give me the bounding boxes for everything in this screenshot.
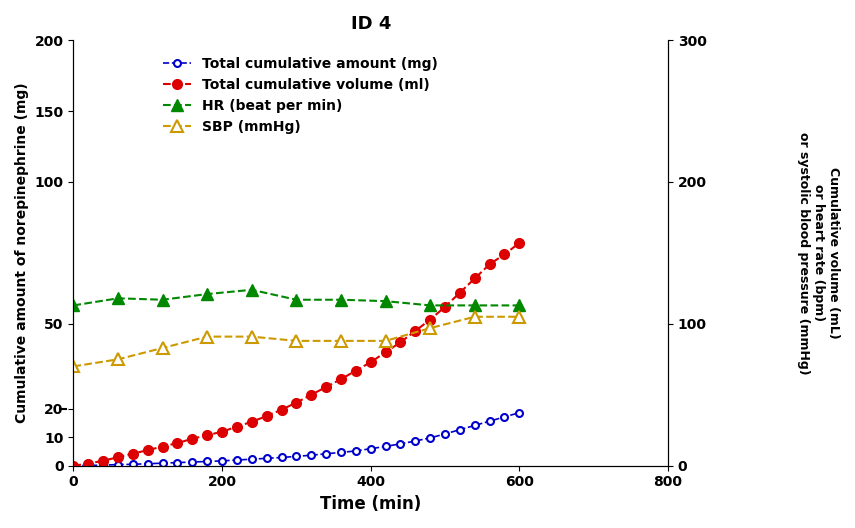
Total cumulative amount (mg): [321, 450, 331, 457]
Total cumulative volume (ml): [351, 367, 361, 374]
Total cumulative volume (ml): [157, 444, 168, 450]
X-axis label: Time (min): Time (min): [320, 495, 422, 513]
Total cumulative amount (mg): [127, 461, 138, 467]
SBP (mmHg): [246, 334, 256, 340]
Total cumulative amount (mg): [113, 461, 123, 468]
Total cumulative amount (mg): [380, 443, 391, 449]
Total cumulative volume (ml): [246, 419, 256, 425]
Total cumulative volume (ml): [395, 339, 405, 345]
Y-axis label: Cumulative amount of norepinephrine (mg): Cumulative amount of norepinephrine (mg): [15, 82, 29, 423]
HR (beat per min): [425, 302, 435, 308]
HR (beat per min): [202, 291, 212, 297]
Total cumulative amount (mg): [425, 435, 435, 441]
Title: ID 4: ID 4: [351, 15, 391, 33]
Total cumulative amount (mg): [157, 460, 168, 466]
Total cumulative volume (ml): [410, 328, 421, 334]
Total cumulative volume (ml): [173, 440, 183, 446]
Total cumulative amount (mg): [306, 452, 316, 458]
Total cumulative amount (mg): [455, 427, 465, 433]
Total cumulative amount (mg): [469, 422, 480, 429]
Total cumulative amount (mg): [68, 463, 79, 469]
Line: SBP (mmHg): SBP (mmHg): [68, 311, 525, 372]
Total cumulative volume (ml): [187, 436, 198, 442]
SBP (mmHg): [202, 334, 212, 340]
Line: Total cumulative amount (mg): Total cumulative amount (mg): [70, 409, 522, 469]
Total cumulative volume (ml): [276, 407, 286, 413]
SBP (mmHg): [68, 363, 79, 370]
Total cumulative amount (mg): [514, 410, 524, 416]
Line: Total cumulative volume (ml): Total cumulative volume (ml): [68, 238, 524, 470]
Total cumulative volume (ml): [202, 432, 212, 438]
Total cumulative amount (mg): [83, 463, 93, 469]
SBP (mmHg): [469, 314, 480, 320]
HR (beat per min): [336, 297, 346, 303]
Total cumulative volume (ml): [68, 463, 79, 469]
Total cumulative amount (mg): [262, 455, 272, 461]
Total cumulative volume (ml): [485, 261, 495, 268]
Total cumulative amount (mg): [366, 446, 376, 452]
Total cumulative amount (mg): [292, 453, 302, 459]
Total cumulative volume (ml): [321, 384, 331, 390]
Total cumulative volume (ml): [306, 392, 316, 398]
Total cumulative volume (ml): [262, 413, 272, 419]
Y-axis label: Cumulative volume (mL)
or heart rate (bpm)
or systolic blood pressure (mmHg): Cumulative volume (mL) or heart rate (bp…: [797, 131, 840, 374]
SBP (mmHg): [157, 345, 168, 351]
HR (beat per min): [514, 302, 524, 308]
HR (beat per min): [380, 298, 391, 304]
Total cumulative volume (ml): [439, 304, 450, 310]
Total cumulative amount (mg): [98, 462, 109, 468]
Total cumulative amount (mg): [202, 458, 212, 465]
Total cumulative volume (ml): [83, 460, 93, 467]
HR (beat per min): [292, 297, 302, 303]
SBP (mmHg): [113, 356, 123, 363]
Total cumulative volume (ml): [292, 399, 302, 406]
Total cumulative amount (mg): [485, 418, 495, 425]
Total cumulative volume (ml): [217, 429, 227, 435]
Total cumulative volume (ml): [232, 423, 242, 430]
HR (beat per min): [68, 302, 79, 308]
Total cumulative amount (mg): [187, 459, 198, 465]
Total cumulative amount (mg): [410, 438, 421, 444]
Total cumulative volume (ml): [380, 349, 391, 355]
Total cumulative volume (ml): [113, 454, 123, 460]
HR (beat per min): [113, 295, 123, 301]
Total cumulative amount (mg): [395, 441, 405, 447]
Total cumulative amount (mg): [499, 414, 510, 420]
Total cumulative amount (mg): [336, 449, 346, 456]
Total cumulative volume (ml): [469, 275, 480, 281]
Total cumulative volume (ml): [98, 458, 109, 464]
Total cumulative volume (ml): [366, 359, 376, 365]
Total cumulative volume (ml): [499, 251, 510, 258]
Line: HR (beat per min): HR (beat per min): [68, 284, 525, 311]
Total cumulative volume (ml): [425, 316, 435, 323]
Total cumulative amount (mg): [276, 454, 286, 460]
Total cumulative amount (mg): [217, 458, 227, 464]
Total cumulative volume (ml): [514, 240, 524, 246]
Total cumulative volume (ml): [143, 447, 153, 453]
Total cumulative amount (mg): [232, 457, 242, 463]
SBP (mmHg): [336, 338, 346, 344]
HR (beat per min): [469, 302, 480, 308]
Total cumulative volume (ml): [127, 450, 138, 457]
Total cumulative volume (ml): [336, 376, 346, 382]
SBP (mmHg): [380, 338, 391, 344]
Total cumulative amount (mg): [439, 431, 450, 437]
Legend: Total cumulative amount (mg), Total cumulative volume (ml), HR (beat per min), S: Total cumulative amount (mg), Total cumu…: [157, 51, 444, 139]
SBP (mmHg): [292, 338, 302, 344]
Total cumulative amount (mg): [351, 448, 361, 454]
SBP (mmHg): [425, 325, 435, 331]
Total cumulative volume (ml): [455, 289, 465, 296]
Total cumulative amount (mg): [173, 459, 183, 466]
Total cumulative amount (mg): [246, 456, 256, 463]
SBP (mmHg): [514, 314, 524, 320]
Total cumulative amount (mg): [143, 460, 153, 467]
HR (beat per min): [246, 287, 256, 293]
HR (beat per min): [157, 297, 168, 303]
